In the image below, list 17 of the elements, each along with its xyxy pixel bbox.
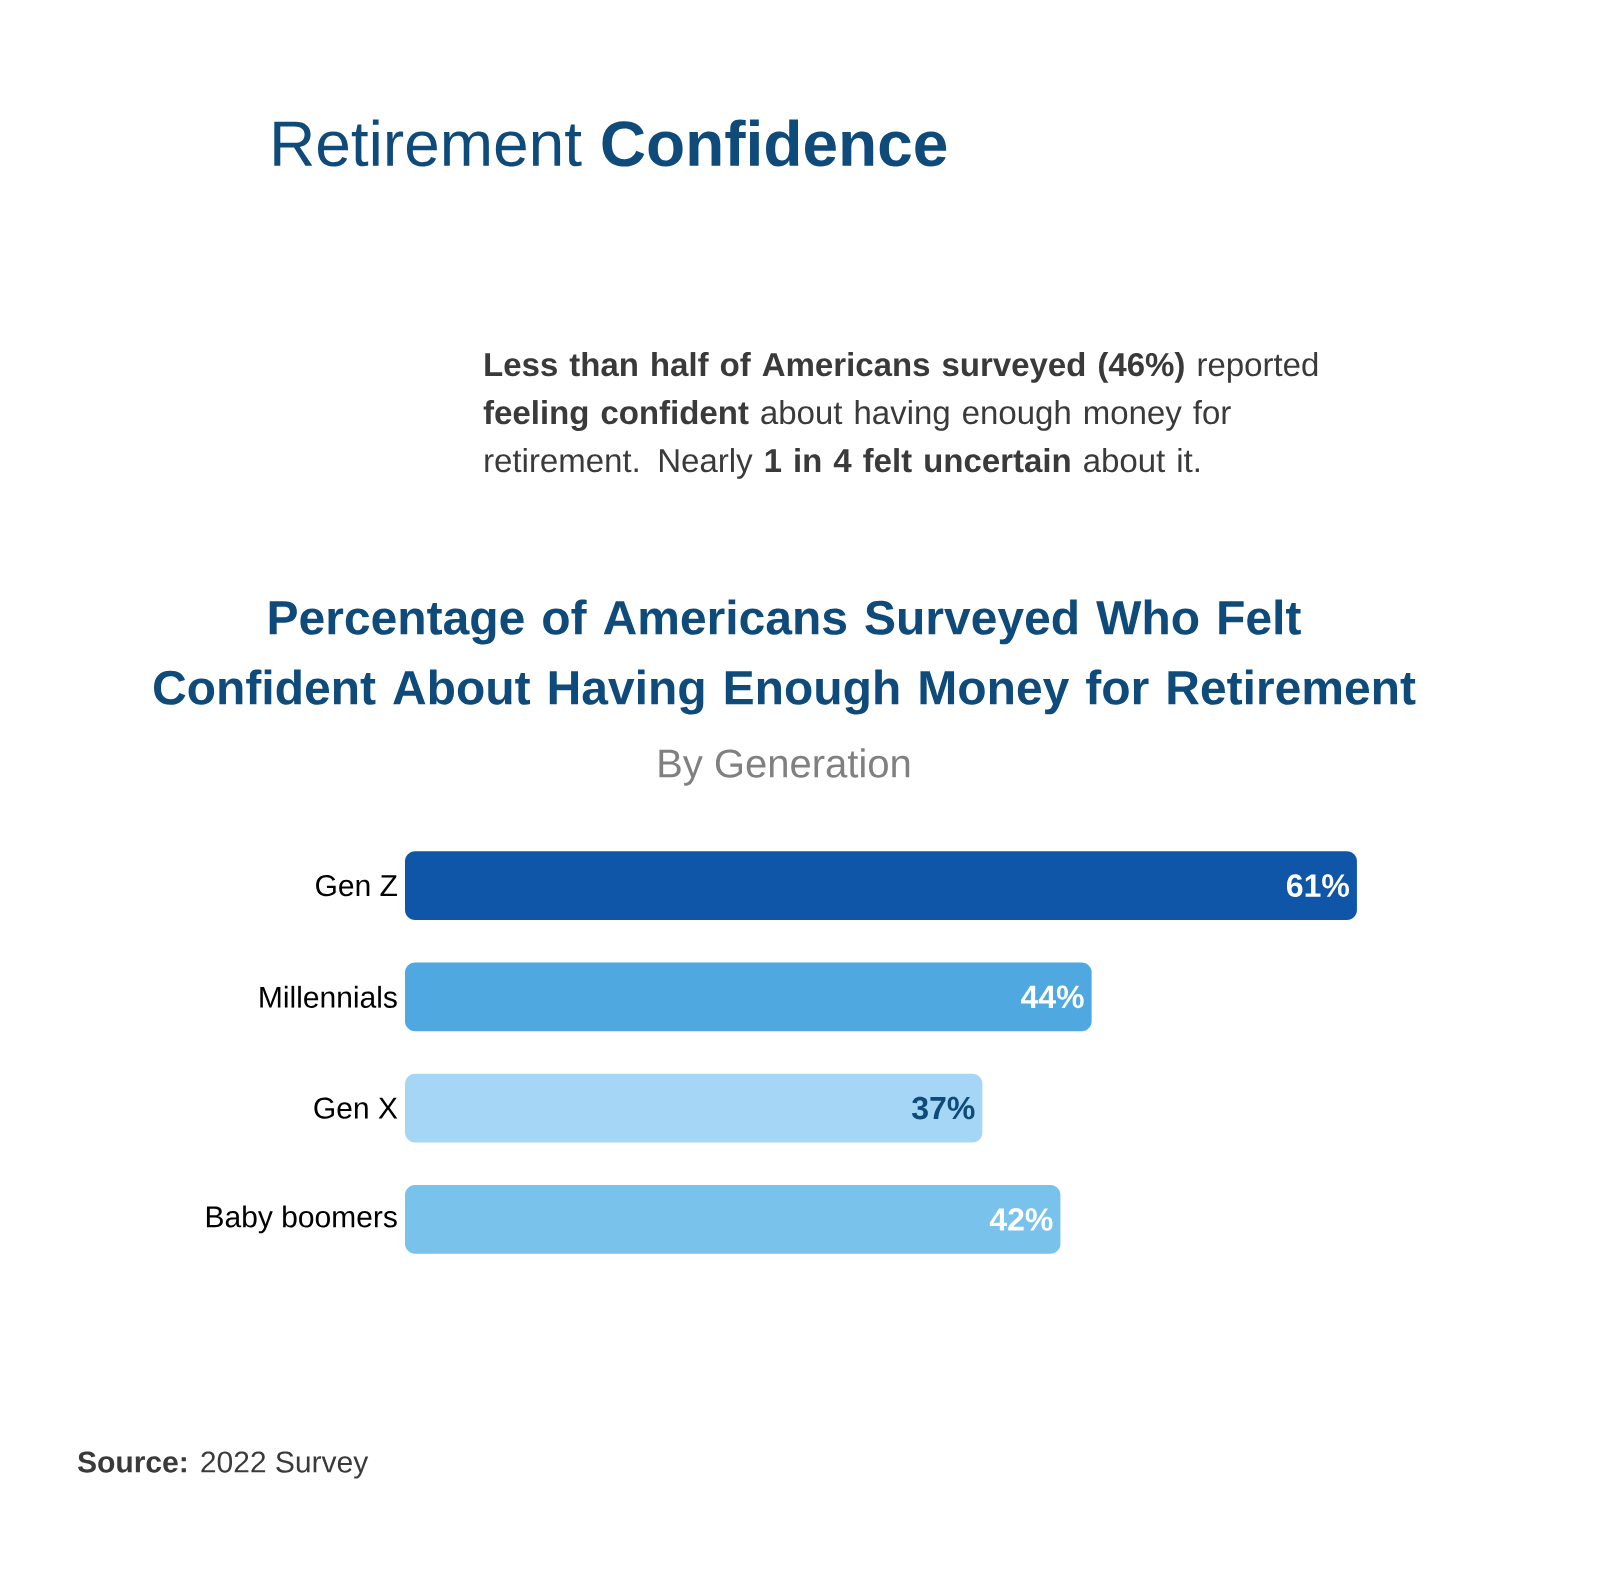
bar <box>405 1073 983 1143</box>
data-label: 44% <box>1020 985 1084 1009</box>
data-label: 42% <box>989 1208 1053 1231</box>
text: Source: 2022 Survey <box>77 1451 369 1479</box>
chart-title: Percentage of Americans Surveyed Who Felt Confident About Having Enough Money for Retirement <box>154 599 1416 715</box>
bar <box>405 1184 1061 1254</box>
text: Less than half of Americans surveyed (46%) reported feeling confident about having enough money for retirement. Nearly 1 in 4 felt uncertain about it. <box>483 352 1318 479</box>
y-tick-label: Millennials <box>260 985 397 1008</box>
y-tick-label: Baby boomers <box>206 1205 397 1234</box>
y-tick-label: Gen Z <box>316 875 397 897</box>
bar <box>405 851 1357 921</box>
data-label: 61% <box>1286 874 1349 897</box>
text: Retirement Confidence <box>274 119 947 167</box>
chart-subtitle: By Generation <box>659 748 910 786</box>
data-label: 37% <box>912 1096 975 1120</box>
bar <box>405 962 1092 1032</box>
y-tick-label: Gen X <box>314 1097 398 1119</box>
